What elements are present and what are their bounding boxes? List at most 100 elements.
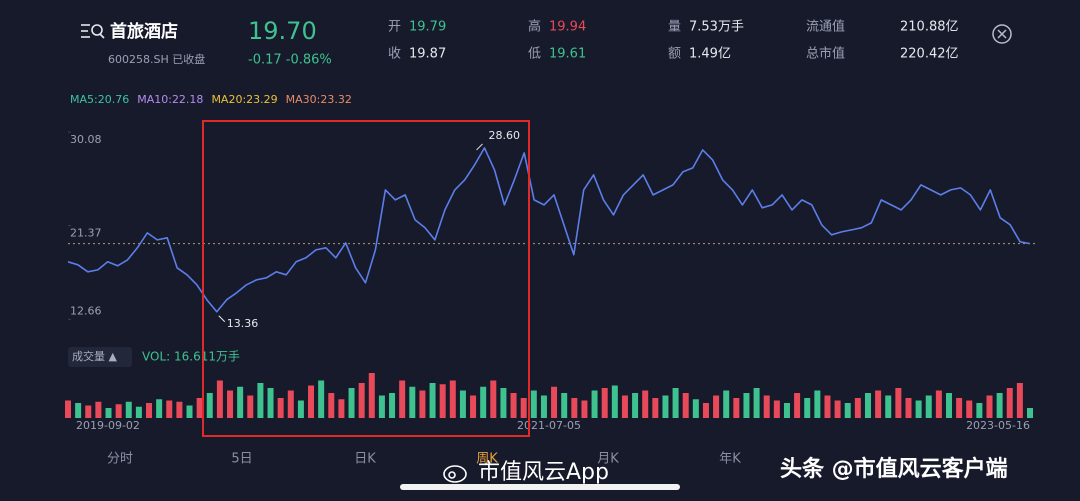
volume-text: VOL: 16.611万手	[142, 350, 240, 364]
price-line	[67, 147, 1031, 313]
period-tab[interactable]: 分时	[107, 452, 133, 467]
volume-bar	[723, 390, 730, 418]
period-tab[interactable]: 5日	[231, 452, 252, 467]
low-annotation: 13.36	[227, 317, 258, 330]
volume-bar	[328, 393, 335, 418]
ma-legend: MA30:23.32	[286, 93, 352, 106]
volume-bar	[561, 393, 568, 418]
volume-bar	[186, 405, 193, 418]
quote-label: 开	[388, 20, 401, 35]
volume-bar	[196, 398, 203, 418]
y-tick-label: 30.08	[70, 133, 102, 146]
volume-bar	[227, 390, 234, 418]
period-tab[interactable]: 周K	[476, 452, 498, 467]
volume-bar	[1027, 408, 1033, 418]
volume-bar	[378, 395, 385, 418]
volume-bar	[247, 395, 254, 418]
volume-bar	[814, 390, 821, 418]
volume-bar	[875, 390, 882, 418]
volume-bar	[85, 405, 92, 418]
high-arrow	[476, 143, 483, 151]
volume-bar	[358, 383, 365, 418]
period-tab[interactable]: 日K	[354, 452, 376, 467]
volume-bar	[834, 400, 841, 418]
quote-value: 19.94	[549, 20, 586, 35]
volume-bar	[1006, 388, 1013, 418]
quote-label: 额	[668, 47, 681, 62]
quote-label: 量	[668, 20, 681, 35]
close-button[interactable]	[992, 24, 1012, 44]
volume-bar	[237, 386, 244, 418]
volume-bar	[65, 400, 71, 418]
volume-bar	[976, 403, 983, 418]
volume-bar	[75, 403, 82, 418]
quote-value: 210.88亿	[900, 20, 959, 35]
volume-bar	[692, 399, 699, 418]
volume-bar	[682, 393, 689, 418]
y-tick-label: 21.37	[70, 227, 102, 240]
volume-bar	[318, 380, 325, 418]
volume-bar	[601, 388, 608, 418]
x-date-label: 2023-05-16	[966, 419, 1030, 432]
volume-bar	[439, 384, 446, 418]
volume-bar	[500, 388, 507, 418]
volume-label[interactable]: 成交量 ▲	[72, 349, 117, 363]
ma-legend: MA20:23.29	[211, 93, 277, 106]
stock-icon	[81, 24, 105, 39]
home-indicator	[400, 484, 680, 490]
volume-bar	[935, 390, 942, 418]
quote-value: 7.53万手	[689, 20, 744, 35]
volume-bar	[662, 395, 669, 418]
volume-bar	[480, 386, 487, 418]
weibo-icon	[443, 465, 467, 483]
quote-label: 总市值	[806, 46, 845, 62]
volume-bar	[540, 395, 547, 418]
period-tab[interactable]: 月K	[597, 452, 619, 467]
volume-bar	[510, 393, 517, 418]
volume-bar	[399, 380, 406, 418]
volume-bar	[763, 395, 770, 418]
volume-bar	[895, 388, 902, 418]
high-annotation: 28.60	[489, 129, 521, 142]
x-date-label: 2019-09-02	[76, 419, 140, 432]
close-x[interactable]	[997, 29, 1007, 39]
highlight-box	[202, 120, 530, 437]
volume-bar	[844, 403, 851, 418]
low-arrow	[218, 315, 226, 323]
volume-bar	[409, 386, 416, 418]
volume-bar	[642, 390, 649, 418]
volume-bar	[267, 388, 274, 418]
volume-bar	[490, 380, 497, 418]
quote-value: 19.87	[409, 47, 446, 62]
stock-name: 首旅酒店	[110, 21, 178, 42]
quote-label: 流通值	[806, 19, 845, 35]
quote-value: 220.42亿	[900, 47, 959, 62]
volume-bar	[621, 395, 628, 418]
volume-bar	[986, 395, 993, 418]
volume-bar	[520, 398, 527, 418]
volume-bar	[824, 395, 831, 418]
volume-bar	[864, 393, 871, 418]
volume-bar	[389, 393, 396, 418]
volume-bar	[419, 390, 426, 418]
volume-bar	[804, 398, 811, 418]
volume-bar	[459, 390, 466, 418]
volume-bar	[783, 403, 790, 418]
volume-bar	[257, 383, 264, 418]
volume-bar	[733, 398, 740, 418]
close-circle[interactable]	[992, 24, 1012, 44]
volume-bar	[905, 398, 912, 418]
volume-bar	[287, 390, 294, 418]
volume-bar	[591, 390, 598, 418]
volume-bar	[925, 395, 932, 418]
volume-bar	[470, 395, 477, 418]
quote-label: 高	[528, 19, 541, 35]
volume-bar	[368, 373, 375, 418]
volume-bar	[915, 400, 922, 418]
quote-value: 19.61	[549, 47, 586, 62]
x-date-label: 2021-07-05	[517, 419, 581, 432]
volume-bar	[581, 400, 588, 418]
watermark: 市值风云App	[478, 460, 609, 485]
period-tab[interactable]: 年K	[719, 452, 741, 467]
volume-bar	[672, 388, 679, 418]
